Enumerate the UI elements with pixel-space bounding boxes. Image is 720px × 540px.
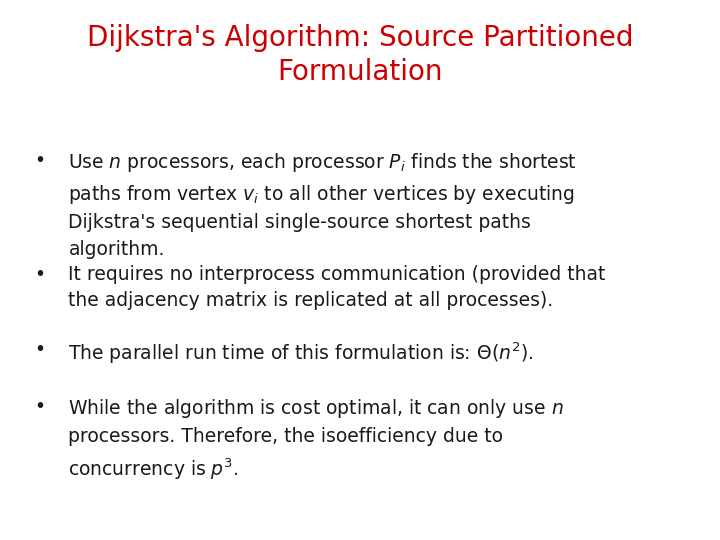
Text: •: • — [34, 151, 45, 170]
Text: The parallel run time of this formulation is: $\Theta(n^2)$.: The parallel run time of this formulatio… — [68, 340, 534, 366]
Text: •: • — [34, 340, 45, 359]
Text: It requires no interprocess communication (provided that
the adjacency matrix is: It requires no interprocess communicatio… — [68, 265, 606, 310]
Text: Dijkstra's Algorithm: Source Partitioned
Formulation: Dijkstra's Algorithm: Source Partitioned… — [86, 24, 634, 86]
Text: Use $n$ processors, each processor $P_i$ finds the shortest
paths from vertex $v: Use $n$ processors, each processor $P_i$… — [68, 151, 577, 259]
Text: While the algorithm is cost optimal, it can only use $n$
processors. Therefore, : While the algorithm is cost optimal, it … — [68, 397, 564, 482]
Text: •: • — [34, 265, 45, 284]
Text: •: • — [34, 397, 45, 416]
